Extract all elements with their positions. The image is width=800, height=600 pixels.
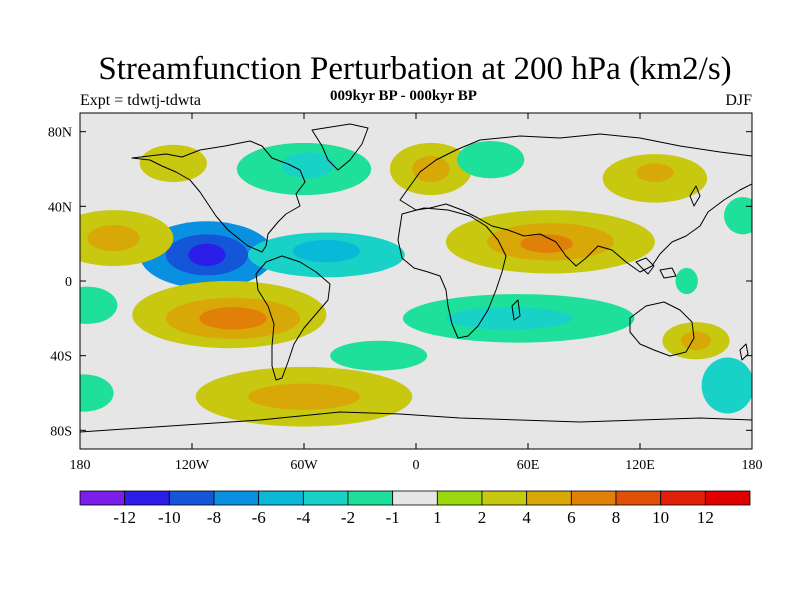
- colorbar-swatch: [526, 490, 572, 506]
- contour-fields: [80, 141, 752, 427]
- contour-region-26: [80, 286, 118, 324]
- y-tick-label: 40S: [50, 350, 72, 365]
- colorbar-label: 1: [433, 508, 442, 527]
- eurasia-coastline: [399, 133, 752, 273]
- x-tick-label: 180: [742, 458, 763, 473]
- colorbar-swatch: [481, 490, 528, 506]
- contour-region-27: [80, 374, 114, 412]
- greenland-coastline: [311, 123, 369, 171]
- y-tick-label: 40N: [48, 200, 72, 215]
- contour-region-16: [412, 155, 450, 183]
- colorbar-swatch: [436, 490, 483, 506]
- colorbar-label: 8: [612, 508, 621, 527]
- africa-coastline: [397, 207, 507, 339]
- north-america-coastline: [131, 140, 306, 253]
- colorbar-label: -2: [341, 508, 355, 527]
- contour-region-31: [724, 197, 752, 235]
- contour-region-32: [675, 267, 698, 295]
- contour-region-2: [188, 243, 226, 267]
- colorbar-label: -8: [207, 508, 221, 527]
- colorbar-swatch: [392, 490, 438, 506]
- contour-region-14: [139, 144, 207, 183]
- indonesia-coastline: [635, 257, 677, 279]
- contour-region-19: [520, 234, 573, 254]
- colorbar-swatch: [660, 490, 706, 506]
- colorbar-swatch: [213, 490, 260, 506]
- south-america-coastline: [255, 255, 331, 381]
- contour-region-11: [248, 383, 360, 410]
- contour-region-29: [681, 331, 711, 351]
- colorbar-label: 10: [652, 508, 669, 527]
- contour-region-25: [457, 141, 525, 179]
- antarctica-coastline: [80, 411, 752, 433]
- contour-region-9: [199, 307, 267, 330]
- colorbar-swatch: [168, 490, 215, 506]
- colorbar-swatch: [570, 490, 617, 506]
- colorbar-label: 2: [478, 508, 487, 527]
- colorbar-swatch: [347, 490, 394, 506]
- japan-coastline: [689, 185, 701, 207]
- contour-region-13: [87, 225, 140, 252]
- colorbar-swatch: [302, 490, 349, 506]
- contour-region-23: [445, 307, 573, 330]
- colorbar-swatch: [79, 490, 126, 506]
- chart-title: Streamfunction Perturbation at 200 hPa (…: [98, 51, 732, 87]
- x-axis: 180 120W 60W 0 60E 120E 180: [70, 113, 763, 473]
- contour-region-30: [701, 357, 752, 414]
- y-tick-label: 80N: [48, 126, 72, 141]
- x-tick-label: 120E: [625, 458, 655, 473]
- y-tick-label: 80S: [50, 424, 72, 439]
- colorbar-label: 6: [567, 508, 576, 527]
- colorbar-swatch: [258, 490, 304, 506]
- new-zealand-coastline: [739, 343, 749, 361]
- experiment-label: Expt = tdwtj-tdwta: [80, 92, 202, 109]
- colorbar-swatch: [615, 490, 662, 506]
- colorbar-label: -1: [386, 508, 400, 527]
- chart-subtitle: 009kyr BP - 000kyr BP: [330, 88, 477, 104]
- colorbar-label: 4: [522, 508, 531, 527]
- madagascar-coastline: [511, 299, 521, 321]
- colorbar-label: -4: [296, 508, 311, 527]
- y-axis: 80N 40N 0 40S 80S: [48, 126, 752, 439]
- colorbar-label: 12: [697, 508, 714, 527]
- x-tick-label: 180: [70, 458, 91, 473]
- x-tick-label: 0: [413, 458, 420, 473]
- season-label: DJF: [725, 92, 752, 109]
- colorbar-swatch: [124, 490, 170, 506]
- contour-region-4: [292, 239, 360, 263]
- continent-outlines: [80, 123, 752, 433]
- colorbar-label: -12: [113, 508, 136, 527]
- colorbar-label: -6: [252, 508, 266, 527]
- colorbar-swatch: [704, 490, 751, 506]
- contour-region-21: [636, 163, 674, 183]
- x-tick-label: 60E: [517, 458, 540, 473]
- y-tick-label: 0: [65, 275, 72, 290]
- colorbar: -12 -10 -8 -6 -4 -2 -1 1 2 4 6 8 10 12: [79, 490, 751, 527]
- x-tick-label: 120W: [175, 458, 210, 473]
- australia-coastline: [629, 301, 695, 357]
- colorbar-label: -10: [158, 508, 181, 527]
- contour-region-24: [330, 340, 428, 371]
- x-tick-label: 60W: [290, 458, 318, 473]
- contour-region-6: [281, 152, 334, 179]
